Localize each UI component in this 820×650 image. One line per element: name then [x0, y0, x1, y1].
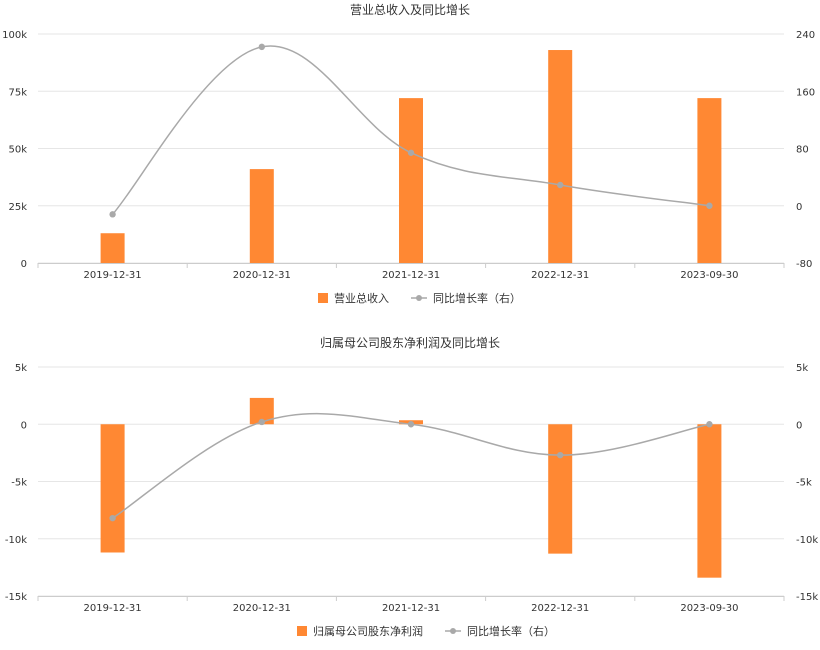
right-y-tick-label: -5k: [796, 478, 812, 489]
right-y-tick-label: 80: [796, 145, 809, 156]
x-tick-label: 2020-12-31: [233, 270, 291, 281]
legend-bar-label: 归属母公司股东净利润: [313, 624, 423, 638]
growth-rate-point: [706, 421, 713, 428]
x-tick-label: 2021-12-31: [382, 270, 440, 281]
x-tick-label: 2022-12-31: [531, 270, 589, 281]
left-y-tick-label: -10k: [5, 535, 27, 546]
legend-line-marker: [450, 628, 456, 634]
x-tick-label: 2023-09-30: [680, 270, 738, 281]
bar: [100, 424, 125, 553]
x-tick-label: 2023-09-30: [680, 603, 738, 614]
left-y-tick-label: 5k: [15, 363, 27, 374]
x-tick-label: 2022-12-31: [531, 603, 589, 614]
left-y-tick-label: 100k: [2, 30, 27, 41]
bar: [697, 424, 722, 578]
growth-rate-point: [258, 418, 265, 426]
growth-rate-point: [706, 202, 713, 209]
growth-rate-point: [407, 149, 415, 156]
growth-rate-line: [112, 412, 710, 519]
left-y-tick-label: 0: [21, 420, 27, 431]
x-tick-label: 2021-12-31: [382, 603, 440, 614]
x-tick-label: 2020-12-31: [233, 603, 291, 614]
bar: [249, 169, 274, 263]
legend-bar-swatch: [318, 293, 328, 303]
revenue-chart: 营业总收入及同比增长 0 25k 50k 75k 100k -80 0 80 160 240 2019…: [2, 3, 815, 305]
right-y-tick-label: 160: [796, 87, 815, 98]
bar: [100, 233, 125, 263]
bar: [399, 98, 423, 264]
bar: [548, 424, 573, 554]
growth-rate-point: [258, 43, 265, 51]
bar: [548, 50, 573, 263]
bar: [249, 397, 274, 425]
growth-rate-point: [109, 514, 116, 522]
right-y-tick-label: 0: [796, 420, 802, 431]
growth-rate-point: [557, 451, 564, 459]
left-y-tick-label: 0: [21, 259, 27, 270]
right-y-tick-label: 0: [796, 202, 802, 213]
x-tick-label: 2019-12-31: [84, 270, 142, 281]
right-y-tick-label: -10k: [796, 535, 818, 546]
left-y-tick-label: 50k: [8, 145, 27, 156]
legend-line-label: 同比增长率（右）: [467, 624, 555, 638]
growth-rate-point: [557, 181, 564, 189]
x-tick-label: 2019-12-31: [84, 603, 142, 614]
right-y-tick-label: 240: [796, 30, 815, 41]
left-y-tick-label: 75k: [8, 87, 27, 98]
legend: 营业总收入 同比增长率（右）: [318, 291, 521, 305]
chart-title: 归属母公司股东净利润及同比增长: [320, 336, 500, 350]
chart-title: 营业总收入及同比增长: [350, 3, 470, 17]
left-y-tick-label: 25k: [8, 202, 27, 213]
right-y-tick-label: 5k: [796, 363, 808, 374]
legend: 归属母公司股东净利润 同比增长率（右）: [297, 624, 555, 638]
left-y-tick-label: -5k: [11, 478, 27, 489]
right-y-tick-label: -15k: [796, 592, 818, 603]
bar: [697, 98, 722, 264]
legend-bar-swatch: [297, 626, 307, 636]
legend-line-marker: [416, 295, 422, 301]
left-y-tick-label: -15k: [5, 592, 27, 603]
growth-rate-line: [112, 45, 710, 215]
right-y-tick-label: -80: [796, 259, 812, 270]
legend-line-label: 同比增长率（右）: [433, 291, 521, 305]
legend-bar-label: 营业总收入: [334, 291, 389, 305]
net-profit-chart: 归属母公司股东净利润及同比增长 -15k -10k -5k 0 5k -15k -10k -5k…: [5, 336, 818, 638]
growth-rate-point: [109, 211, 116, 218]
growth-rate-point: [407, 421, 415, 428]
